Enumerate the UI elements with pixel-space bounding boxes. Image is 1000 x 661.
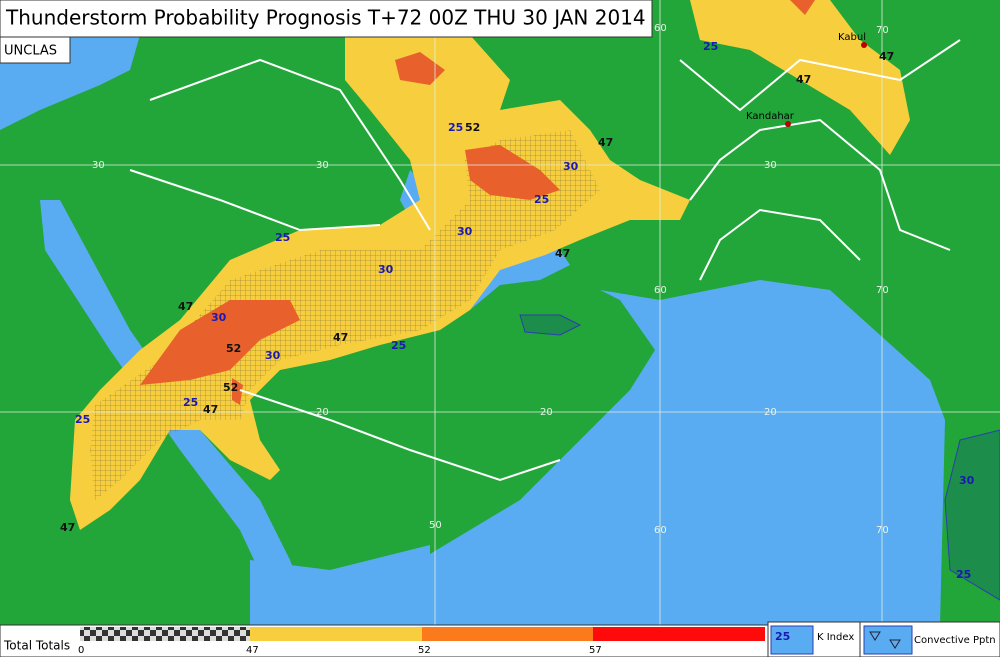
contour-label: 47 [879, 50, 894, 63]
contour-label: 25 [703, 40, 718, 53]
city-marker [861, 42, 867, 48]
title-box [0, 0, 653, 38]
contour-label: 52 [223, 381, 238, 394]
contour-label: 47 [178, 300, 193, 313]
contour-label: 47 [796, 73, 811, 86]
legend-tick: 57 [589, 645, 602, 656]
contour-label: 47 [555, 247, 570, 260]
k-index-labels: 25 30 25 30 25 30 30 25 30 25 25 25 30 2… [75, 40, 975, 581]
contour-label: 47 [203, 403, 218, 416]
grid-label: 60 [654, 23, 667, 34]
legend-k-sample: 25 [775, 630, 790, 643]
contour-label: 30 [211, 311, 227, 324]
contour-label: 30 [457, 225, 473, 238]
legend-k-label: K Index [817, 632, 854, 643]
legend: Total Totals 0 47 52 57 25 K Index Conve… [0, 621, 1000, 658]
grid-label: 30 [92, 160, 105, 171]
grid-label: 60 [654, 285, 667, 296]
grid-labels: 30 30 30 20 20 20 60 70 50 60 70 60 70 [92, 23, 889, 536]
contour-label: 30 [378, 263, 394, 276]
contour-label: 47 [598, 136, 613, 149]
contour-label: 25 [956, 568, 971, 581]
grid-label: 30 [316, 160, 329, 171]
contour-label: 25 [534, 193, 549, 206]
legend-convective: Convective Pptn [914, 635, 996, 646]
city-label: Kandahar [746, 111, 795, 122]
classification-box [0, 36, 71, 64]
map-title: Thunderstorm Probability Prognosis T+72 … [5, 6, 646, 30]
contour-label: 30 [959, 474, 975, 487]
total-totals-area [70, 0, 1000, 601]
contour-label: 25 [183, 396, 198, 409]
grid-label: 30 [764, 160, 777, 171]
grid-lines [0, 0, 1000, 625]
contour-label: 30 [563, 160, 579, 173]
grid-label: 20 [540, 407, 553, 418]
grid-label: 60 [654, 525, 667, 536]
grid-label: 70 [876, 25, 889, 36]
contour-label: 47 [60, 521, 75, 534]
contour-label: 25 [448, 121, 463, 134]
legend-title: Total Totals [3, 639, 70, 653]
legend-tick: 0 [78, 645, 84, 656]
borders [129, 39, 961, 482]
contour-label: 30 [265, 349, 281, 362]
contour-label: 25 [275, 231, 290, 244]
grid-label: 20 [764, 407, 777, 418]
city-label: Kabul [838, 32, 866, 43]
city-marker [785, 121, 791, 127]
contour-label: 52 [465, 121, 480, 134]
grid-label: 70 [876, 285, 889, 296]
classification: UNCLAS [4, 44, 57, 59]
legend-tick: 47 [246, 645, 259, 656]
grid-label: 50 [429, 520, 442, 531]
grid-label: 20 [316, 407, 329, 418]
grid-label: 70 [876, 525, 889, 536]
contour-label: 47 [333, 331, 348, 344]
contour-label: 25 [75, 413, 90, 426]
contour-label: 25 [391, 339, 406, 352]
total-totals-labels: 52 47 47 47 52 52 47 47 47 47 47 [60, 50, 894, 534]
legend-tick: 52 [418, 645, 431, 656]
contour-label: 52 [226, 342, 241, 355]
